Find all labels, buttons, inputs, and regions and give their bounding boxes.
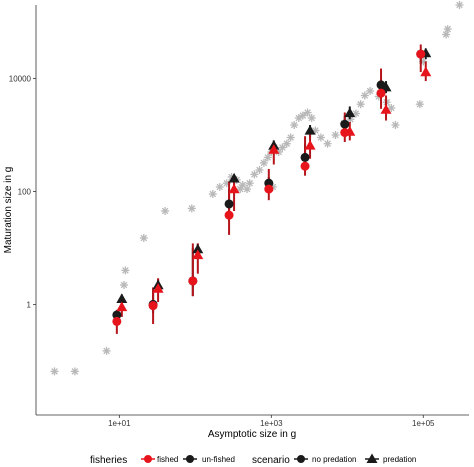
observed-point	[187, 204, 196, 213]
marker-circle	[148, 301, 158, 311]
observed-point	[415, 100, 424, 109]
marker-circle	[376, 88, 386, 98]
x-tick-label: 1e+01	[108, 419, 131, 428]
axis-ticks: 1e+01 1e+03 1e+05 1 100 10000	[9, 74, 435, 428]
marker-circle	[416, 49, 426, 59]
observed-point	[245, 179, 254, 188]
observed-point	[50, 367, 59, 376]
observed-point	[263, 153, 272, 162]
y-tick-label: 10000	[9, 74, 32, 83]
observed-point	[161, 207, 170, 215]
x-tick-label: 1e+03	[260, 419, 283, 428]
marker-circle	[264, 184, 274, 194]
legend-title-fisheries: fisheries	[90, 455, 127, 466]
legend-key-predation	[365, 453, 379, 463]
observed-point	[307, 114, 316, 122]
observed-point	[366, 87, 375, 95]
marker-circle	[224, 210, 234, 220]
marker-triangle	[268, 144, 280, 154]
observed-point	[238, 181, 247, 189]
legend-label-predation: predation	[383, 455, 416, 464]
observed-point	[316, 133, 325, 142]
plot-panel: 1e+01 1e+03 1e+05 1 100 10000	[9, 1, 469, 428]
marker-circle	[300, 152, 310, 162]
observed-point	[139, 234, 148, 242]
marker-triangle	[192, 249, 204, 260]
marker-triangle	[420, 66, 432, 77]
observed-point	[298, 111, 307, 120]
legend-title-scenario: scenario	[252, 455, 290, 466]
x-axis-title: Asymptotic size in g	[208, 429, 296, 440]
observed-point	[259, 158, 268, 167]
y-tick-label: 100	[18, 187, 32, 196]
marker-circle	[112, 316, 122, 326]
marker-circle	[300, 161, 310, 171]
observed-point	[442, 30, 451, 39]
observed-point	[443, 25, 452, 34]
observed-point	[286, 133, 295, 142]
marker-triangle	[344, 107, 356, 118]
marker-circle	[224, 199, 234, 209]
marker-circle	[112, 310, 122, 320]
observed-point	[387, 104, 396, 112]
observed-point	[360, 91, 369, 100]
marker-triangle	[228, 172, 240, 183]
observed-point	[303, 108, 312, 117]
observed-point	[243, 185, 252, 194]
y-axis-title: Maturation size in g	[3, 167, 14, 254]
observed-points	[50, 1, 464, 376]
marker-triangle	[192, 243, 204, 254]
observed-point	[215, 183, 224, 191]
marker-triangle	[116, 301, 128, 312]
x-tick-label: 1e+05	[412, 419, 435, 428]
marker-triangle	[380, 81, 392, 92]
observed-point	[255, 166, 264, 174]
observed-point	[120, 281, 128, 289]
observed-point	[391, 121, 400, 129]
legend: fisheries fished un-fished scenario no p…	[90, 453, 416, 466]
observed-point	[121, 266, 130, 275]
marker-circle	[340, 119, 350, 129]
marker-triangle	[228, 183, 240, 194]
observed-point	[250, 170, 259, 179]
observed-point	[455, 1, 464, 9]
marker-triangle	[152, 283, 164, 293]
y-tick-label: 1	[27, 300, 32, 309]
marker-triangle	[344, 126, 356, 136]
observed-point	[282, 139, 291, 148]
observed-point	[208, 190, 217, 198]
legend-label-no-predation: no predation	[312, 455, 356, 464]
marker-triangle	[116, 293, 128, 303]
observed-point	[331, 131, 340, 139]
legend-key-no-predation	[294, 455, 308, 463]
marker-triangle	[304, 125, 316, 135]
marker-circle	[188, 276, 198, 286]
observed-point	[290, 121, 299, 129]
legend-key-fished	[141, 455, 155, 463]
observed-point	[102, 346, 111, 355]
marker-triangle	[304, 140, 316, 150]
marker-triangle	[380, 104, 392, 114]
observed-point	[356, 100, 365, 109]
legend-label-fished: fished	[157, 455, 178, 464]
legend-label-un-fished: un-fished	[202, 455, 235, 464]
model-markers	[112, 47, 432, 326]
observed-point	[323, 139, 332, 148]
observed-point	[70, 367, 79, 376]
legend-key-un-fished	[183, 455, 197, 463]
